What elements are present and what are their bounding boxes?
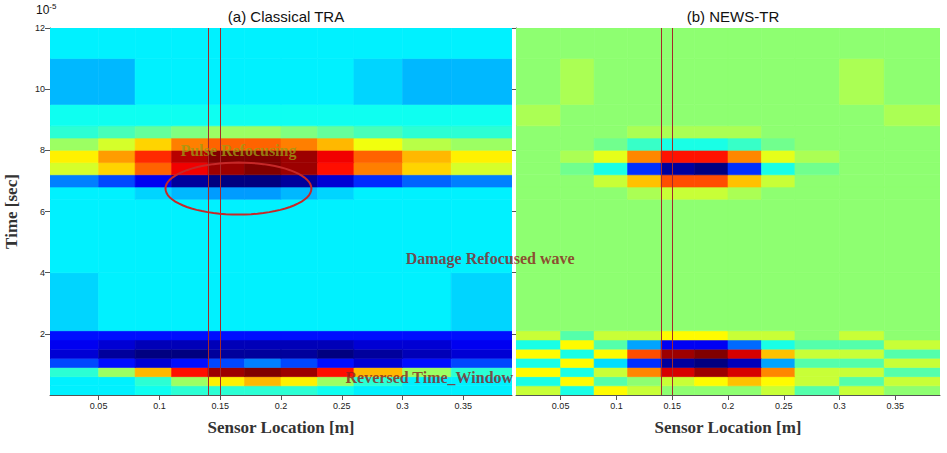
svg-text:Pulse Refocusing: Pulse Refocusing — [180, 142, 296, 160]
svg-text:Sensor Location [m]: Sensor Location [m] — [207, 418, 354, 437]
svg-text:0.25: 0.25 — [775, 401, 793, 411]
svg-text:0.1: 0.1 — [153, 401, 166, 411]
svg-text:0.2: 0.2 — [722, 401, 735, 411]
svg-text:4: 4 — [40, 268, 45, 278]
svg-text:(a) Classical TRA: (a) Classical TRA — [228, 8, 344, 25]
svg-text:Time [sec]: Time [sec] — [2, 174, 21, 249]
svg-text:-5: -5 — [49, 2, 57, 11]
svg-text:(b) NEWS-TR: (b) NEWS-TR — [687, 8, 780, 25]
svg-text:0.15: 0.15 — [211, 401, 229, 411]
svg-text:6: 6 — [40, 207, 45, 217]
svg-text:0.15: 0.15 — [663, 401, 681, 411]
svg-text:8: 8 — [40, 145, 45, 155]
svg-text:Reversed Time_Window: Reversed Time_Window — [346, 369, 514, 386]
svg-text:10: 10 — [35, 84, 45, 94]
svg-text:0.1: 0.1 — [610, 401, 623, 411]
svg-text:10: 10 — [36, 3, 50, 17]
svg-text:0.3: 0.3 — [396, 401, 409, 411]
svg-text:0.25: 0.25 — [333, 401, 351, 411]
svg-text:0.2: 0.2 — [275, 401, 288, 411]
svg-text:0.35: 0.35 — [455, 401, 473, 411]
svg-text:0.05: 0.05 — [552, 401, 570, 411]
svg-text:12: 12 — [35, 23, 45, 33]
svg-text:2: 2 — [40, 329, 45, 339]
svg-text:0.05: 0.05 — [90, 401, 108, 411]
svg-text:Sensor Location [m]: Sensor Location [m] — [654, 418, 801, 437]
svg-text:Damage Refocused wave: Damage Refocused wave — [406, 250, 575, 268]
svg-text:0.35: 0.35 — [887, 401, 905, 411]
svg-text:0.3: 0.3 — [833, 401, 846, 411]
